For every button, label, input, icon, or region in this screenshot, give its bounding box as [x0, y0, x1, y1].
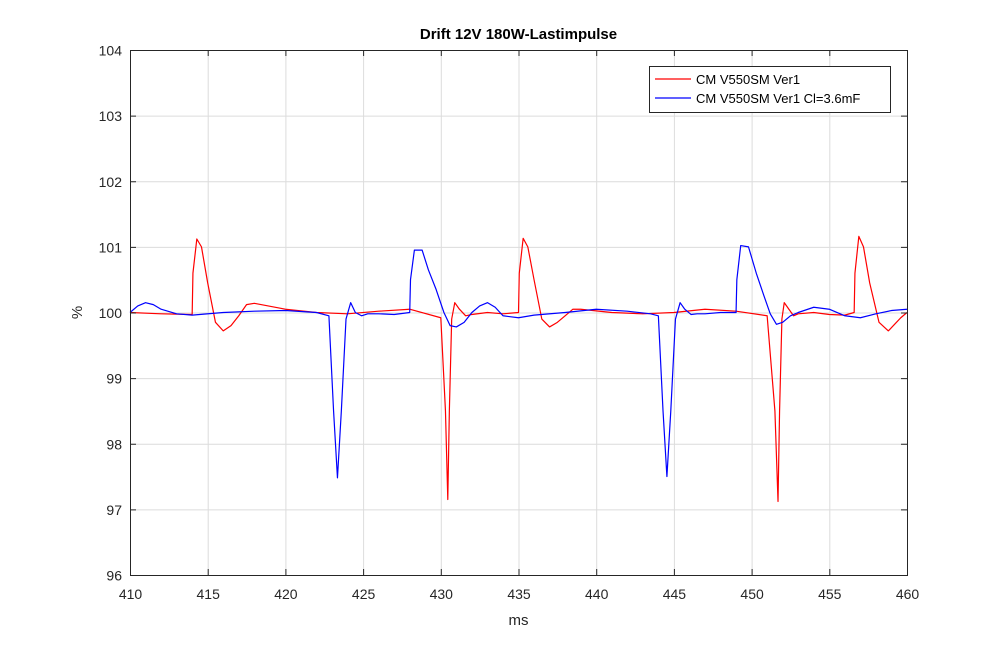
- ticks: [130, 50, 908, 576]
- y-tick-labels: 96 97 98 99 100 101 102 103 104: [99, 43, 123, 584]
- legend-box: [649, 66, 891, 113]
- y-tick-label: 102: [99, 174, 123, 190]
- x-tick-label: 410: [119, 586, 143, 602]
- y-tick-label: 97: [106, 502, 122, 518]
- series-line-1: [129, 235, 908, 503]
- legend: CM V550SM Ver1 CM V550SM Ver1 Cl=3.6mF: [649, 66, 891, 113]
- x-tick-labels: 410 415 420 425 430 435 440 445 450 455 460: [119, 586, 920, 602]
- y-tick-label: 100: [99, 305, 123, 321]
- x-tick-label: 435: [507, 586, 531, 602]
- x-tick-label: 455: [818, 586, 842, 602]
- series-lines: [129, 235, 908, 503]
- x-tick-label: 445: [663, 586, 687, 602]
- x-tick-label: 415: [197, 586, 221, 602]
- y-tick-label: 101: [99, 239, 123, 255]
- y-axis-label: %: [69, 306, 86, 319]
- y-tick-label: 103: [99, 108, 123, 124]
- x-tick-label: 450: [740, 586, 764, 602]
- x-tick-label: 460: [896, 586, 920, 602]
- x-tick-label: 420: [274, 586, 298, 602]
- y-tick-label: 99: [106, 371, 122, 387]
- chart-title: Drift 12V 180W-Lastimpulse: [420, 26, 617, 43]
- x-tick-label: 425: [352, 586, 376, 602]
- y-tick-label: 104: [99, 43, 123, 59]
- x-tick-label: 440: [585, 586, 609, 602]
- y-tick-label: 98: [106, 436, 122, 452]
- x-tick-label: 430: [430, 586, 454, 602]
- legend-label: CM V550SM Ver1 Cl=3.6mF: [696, 91, 860, 106]
- y-tick-label: 96: [106, 568, 122, 584]
- x-axis-label: ms: [509, 612, 529, 629]
- legend-label: CM V550SM Ver1: [696, 72, 800, 87]
- series-line-2: [129, 244, 908, 479]
